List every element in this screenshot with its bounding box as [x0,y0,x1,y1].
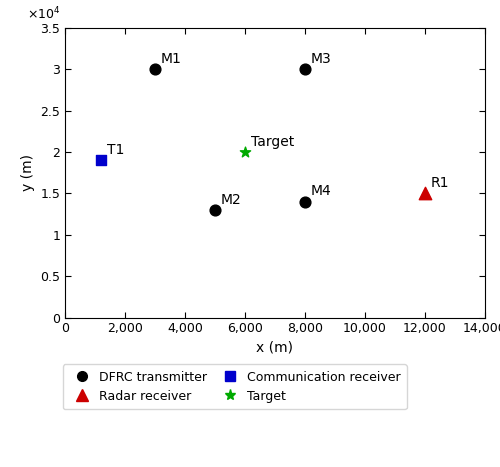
Text: R1: R1 [431,176,450,190]
Text: Target: Target [251,135,294,149]
Text: $\times10^4$: $\times10^4$ [28,6,60,22]
X-axis label: x (m): x (m) [256,341,294,355]
Y-axis label: y (m): y (m) [20,154,34,191]
Text: T1: T1 [107,143,124,157]
Text: M3: M3 [311,52,332,66]
Text: M4: M4 [311,184,332,198]
Legend: DFRC transmitter, Radar receiver, Communication receiver, Target: DFRC transmitter, Radar receiver, Commun… [63,364,407,409]
Text: M1: M1 [161,52,182,66]
Text: M2: M2 [221,193,242,207]
Point [97,156,105,164]
Point [301,66,309,73]
Point [151,66,159,73]
Point [421,190,429,197]
Point [301,198,309,205]
Point [241,149,249,156]
Point [211,206,219,214]
